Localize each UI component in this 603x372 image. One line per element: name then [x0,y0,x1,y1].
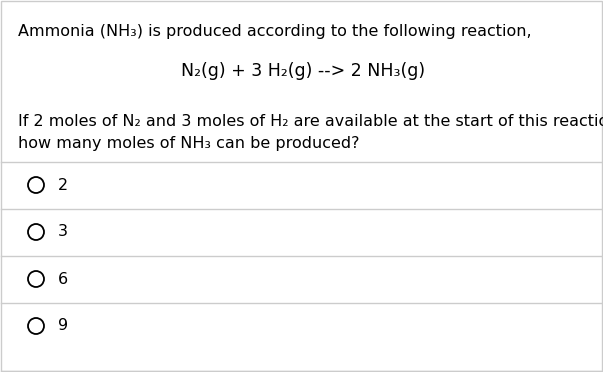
Text: 3: 3 [58,224,68,240]
Text: 2: 2 [58,177,68,192]
Text: Ammonia (NH₃) is produced according to the following reaction,: Ammonia (NH₃) is produced according to t… [18,24,532,39]
Text: 6: 6 [58,272,68,286]
Text: 9: 9 [58,318,68,334]
Text: If 2 moles of N₂ and 3 moles of H₂ are available at the start of this reaction,: If 2 moles of N₂ and 3 moles of H₂ are a… [18,114,603,129]
Text: how many moles of NH₃ can be produced?: how many moles of NH₃ can be produced? [18,136,359,151]
Text: N₂(g) + 3 H₂(g) --> 2 NH₃(g): N₂(g) + 3 H₂(g) --> 2 NH₃(g) [181,62,425,80]
